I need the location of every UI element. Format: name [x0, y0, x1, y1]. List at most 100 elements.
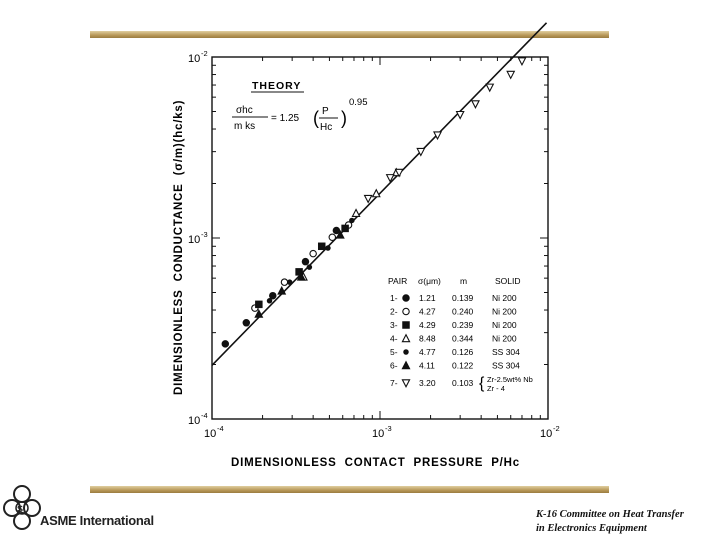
legend-marker — [402, 294, 410, 302]
legend-pair-id: 3- — [390, 320, 398, 330]
legend-pair-id: 4- — [390, 334, 398, 344]
data-point — [286, 279, 293, 285]
legend-m: 0.122 — [452, 361, 474, 371]
legend-sigma: 4.27 — [419, 307, 436, 317]
data-point — [485, 83, 495, 93]
legend-marker — [401, 360, 411, 370]
legend-sigma: 1.21 — [419, 293, 436, 303]
legend-sigma: 4.77 — [419, 347, 436, 357]
axis-ticks — [211, 57, 548, 420]
legend-marker — [402, 321, 410, 329]
legend-m: 0.103 — [452, 378, 474, 388]
data-point — [349, 217, 355, 224]
data-point — [332, 226, 341, 235]
legend-solid: Ni 200 — [492, 334, 517, 344]
legend-header-sigma: σ(μm) — [418, 276, 441, 286]
y-tick-exponent: -3 — [201, 230, 208, 239]
legend-header-pair: PAIR — [388, 276, 407, 286]
legend-sigma: 3.20 — [419, 378, 436, 388]
tick-labels: 10 -4 10 -3 10 -210 -410 -310 -2 — [188, 49, 560, 440]
data-point — [325, 245, 331, 251]
data-point — [433, 131, 443, 141]
data-point — [371, 188, 381, 198]
legend-pair-id: 1- — [390, 293, 398, 303]
committee-line-2: in Electronics Equipment — [536, 523, 647, 534]
data-markers — [221, 57, 527, 348]
data-point — [266, 298, 273, 304]
data-point — [394, 168, 404, 178]
x-tick-exponent: -4 — [217, 424, 224, 433]
data-point — [221, 340, 230, 348]
legend-m: 0.240 — [452, 307, 474, 317]
data-point — [363, 194, 373, 204]
data-point — [517, 57, 527, 67]
legend-pair-id: 6- — [390, 361, 398, 371]
legend-solid: Ni 200 — [492, 307, 517, 317]
data-point — [309, 249, 317, 258]
svg-text:S: S — [17, 504, 23, 514]
asme-logo-icon: S — [3, 485, 41, 530]
legend-sigma: 4.29 — [419, 320, 436, 330]
legend-sigma: 4.11 — [419, 361, 435, 371]
data-point — [470, 100, 480, 109]
data-point — [351, 208, 361, 218]
theory-lhs-denominator: m ks — [234, 121, 255, 132]
legend-marker — [403, 349, 409, 355]
legend-pair-id: 5- — [390, 347, 398, 357]
legend-sigma: 8.48 — [419, 334, 436, 344]
y-tick-label: 10 — [188, 415, 200, 427]
theory-p-numerator: P — [322, 106, 329, 117]
data-point — [341, 224, 349, 233]
theory-exponent: 0.95 — [349, 97, 368, 108]
theory-paren-open: ( — [313, 108, 319, 128]
legend-solid: Ni 200 — [492, 320, 517, 330]
asme-brand-name: ASME International — [40, 513, 154, 528]
legend-m: 0.344 — [452, 334, 474, 344]
data-point — [280, 278, 289, 286]
theory-p-denominator: Hc — [320, 122, 332, 133]
x-tick-label: 10 — [372, 428, 384, 440]
data-point — [277, 285, 287, 295]
legend-solid: Ni 200 — [492, 293, 517, 303]
data-point — [335, 229, 345, 239]
legend-solid-line: Zr-2.5wt% Nb — [487, 375, 533, 384]
x-tick-label: 10 — [540, 428, 552, 440]
data-point — [385, 174, 395, 183]
data-point — [328, 233, 337, 241]
legend-header-solid: SOLID — [495, 276, 521, 286]
theory-paren-close: ) — [341, 108, 347, 128]
legend: PAIR σ(μm) m SOLID 1- 1.21 0.139 Ni 200 2- 4.… — [388, 276, 533, 393]
committee-line-1: K-16 Committee on Heat Transfer — [536, 509, 684, 520]
data-point — [296, 271, 306, 281]
x-axis-label: DIMENSIONLESS CONTACT PRESSURE P/Hc — [231, 457, 520, 469]
x-tick-label: 10 — [204, 428, 216, 440]
x-tick-exponent: -2 — [553, 424, 560, 433]
theory-equals-coef: = 1.25 — [271, 113, 300, 124]
x-tick-exponent: -3 — [385, 424, 392, 433]
theory-fit-line — [211, 22, 548, 366]
data-point — [416, 147, 426, 157]
data-point — [254, 309, 264, 318]
data-point — [506, 70, 516, 80]
legend-solid-line: Zr - 4 — [487, 384, 505, 393]
legend-m: 0.239 — [452, 320, 474, 330]
legend-marker — [402, 307, 410, 316]
data-point — [269, 291, 277, 300]
theory-lhs-numerator: σhc — [236, 105, 253, 116]
legend-pair-id: 7- — [390, 378, 398, 388]
legend-solid: SS 304 — [492, 347, 520, 357]
data-point — [242, 319, 251, 327]
legend-m: 0.126 — [452, 347, 474, 357]
bottom-decorative-rule — [90, 486, 609, 493]
data-point — [301, 257, 310, 266]
data-point — [317, 242, 326, 251]
legend-brace: { — [479, 375, 485, 392]
theory-heading: THEORY — [252, 80, 301, 92]
data-point — [295, 268, 303, 276]
legend-marker — [401, 333, 411, 343]
data-point — [306, 264, 313, 270]
legend-m: 0.139 — [452, 293, 474, 303]
legend-marker — [401, 379, 411, 389]
y-tick-label: 10 — [188, 53, 200, 65]
